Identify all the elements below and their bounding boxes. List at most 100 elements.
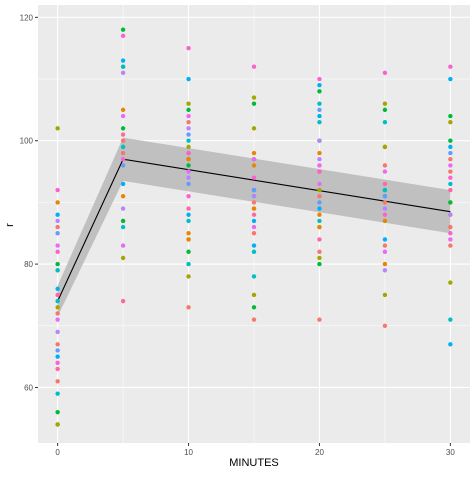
data-point [120,27,126,32]
data-point [186,132,191,137]
data-point [55,409,60,415]
data-point [55,422,60,427]
data-point [317,82,322,88]
data-point [186,120,191,125]
data-point [251,274,257,279]
data-point [382,70,388,76]
data-point [55,348,60,353]
data-point [186,237,191,242]
data-point [120,194,126,199]
confidence-band [57,137,451,317]
data-point [448,169,453,174]
data-point [317,157,322,162]
data-point [251,157,257,162]
data-point [186,169,191,174]
data-point [251,206,257,211]
data-point [120,206,126,211]
data-point [186,76,191,82]
data-point [448,138,453,143]
data-point [186,218,191,224]
data-point [382,107,388,113]
data-point [120,218,126,224]
data-point [120,144,126,150]
data-point [120,255,126,261]
data-point [55,126,60,131]
data-points [55,27,453,427]
data-point [55,249,60,254]
data-point [317,101,322,106]
data-point [55,243,60,248]
data-point [55,261,60,267]
data-point [317,224,322,230]
data-point [382,237,388,242]
data-point [186,101,191,106]
data-point [186,107,191,113]
data-point [382,169,388,174]
data-point [448,181,453,187]
data-point [317,249,322,254]
data-point [186,181,191,187]
data-point [448,150,453,156]
data-point [382,261,388,267]
data-point [251,64,257,69]
data-point [186,249,191,254]
data-point [317,163,322,168]
data-point [186,45,191,51]
data-point [251,231,257,236]
data-point [317,212,322,217]
data-point [251,163,257,168]
data-point [186,305,191,310]
data-point [120,138,126,143]
data-point [120,224,126,230]
x-tick-label: 30 [446,448,455,457]
data-point [55,212,60,217]
data-point [55,187,60,193]
data-point [382,144,388,150]
data-point [382,120,388,125]
data-point [448,280,453,285]
data-point [317,317,322,322]
data-point [382,268,388,273]
data-point [317,255,322,261]
data-point [382,243,388,248]
data-point [55,360,60,366]
data-point [317,76,322,82]
data-point [448,157,453,162]
y-tick-label: 60 [24,383,33,392]
data-point [448,243,453,248]
data-point [251,249,257,254]
data-point [448,64,453,69]
data-point [120,126,126,131]
data-point [317,181,322,187]
data-point [382,323,388,328]
data-point [317,194,322,199]
data-point [120,107,126,113]
data-point [448,317,453,322]
data-point [317,89,322,94]
data-point [55,218,60,224]
data-point [55,366,60,372]
data-point [55,292,60,298]
y-tick-label: 120 [20,13,34,22]
data-point [317,187,322,193]
data-point [317,206,322,211]
data-point [448,212,453,217]
data-point [317,261,322,267]
data-point [317,150,322,156]
data-point [55,391,60,396]
data-point [382,249,388,254]
data-point [448,237,453,242]
data-point [251,175,257,180]
data-point [382,206,388,211]
data-point [55,329,60,335]
data-point [120,157,126,162]
data-point [186,113,191,119]
data-point [186,138,191,143]
data-point [448,231,453,236]
data-point [382,181,388,187]
data-point [120,243,126,248]
data-point [251,243,257,248]
data-point [120,64,126,69]
data-point [55,311,60,316]
